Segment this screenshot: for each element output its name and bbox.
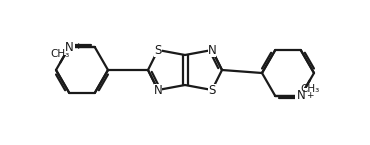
Text: +: + [74,42,81,51]
Text: S: S [208,84,216,97]
Text: N: N [208,44,216,57]
Text: N: N [154,84,162,97]
Text: CH₃: CH₃ [300,84,320,94]
Text: +: + [306,90,313,99]
Text: N: N [297,89,305,102]
Text: CH₃: CH₃ [50,49,70,59]
Text: S: S [154,44,162,57]
Text: N: N [65,41,73,54]
